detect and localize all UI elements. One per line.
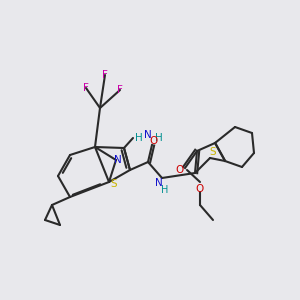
Text: H: H	[155, 133, 163, 143]
Text: H: H	[135, 133, 143, 143]
Text: O: O	[196, 184, 204, 194]
Text: N: N	[144, 130, 152, 140]
Text: N: N	[114, 155, 122, 165]
Text: F: F	[83, 83, 89, 93]
Text: F: F	[102, 70, 108, 80]
Text: S: S	[111, 179, 117, 189]
Text: O: O	[175, 165, 183, 175]
Text: S: S	[210, 147, 216, 157]
Text: O: O	[150, 136, 158, 146]
Text: N: N	[155, 178, 163, 188]
Text: F: F	[117, 85, 123, 95]
Text: H: H	[161, 185, 169, 195]
